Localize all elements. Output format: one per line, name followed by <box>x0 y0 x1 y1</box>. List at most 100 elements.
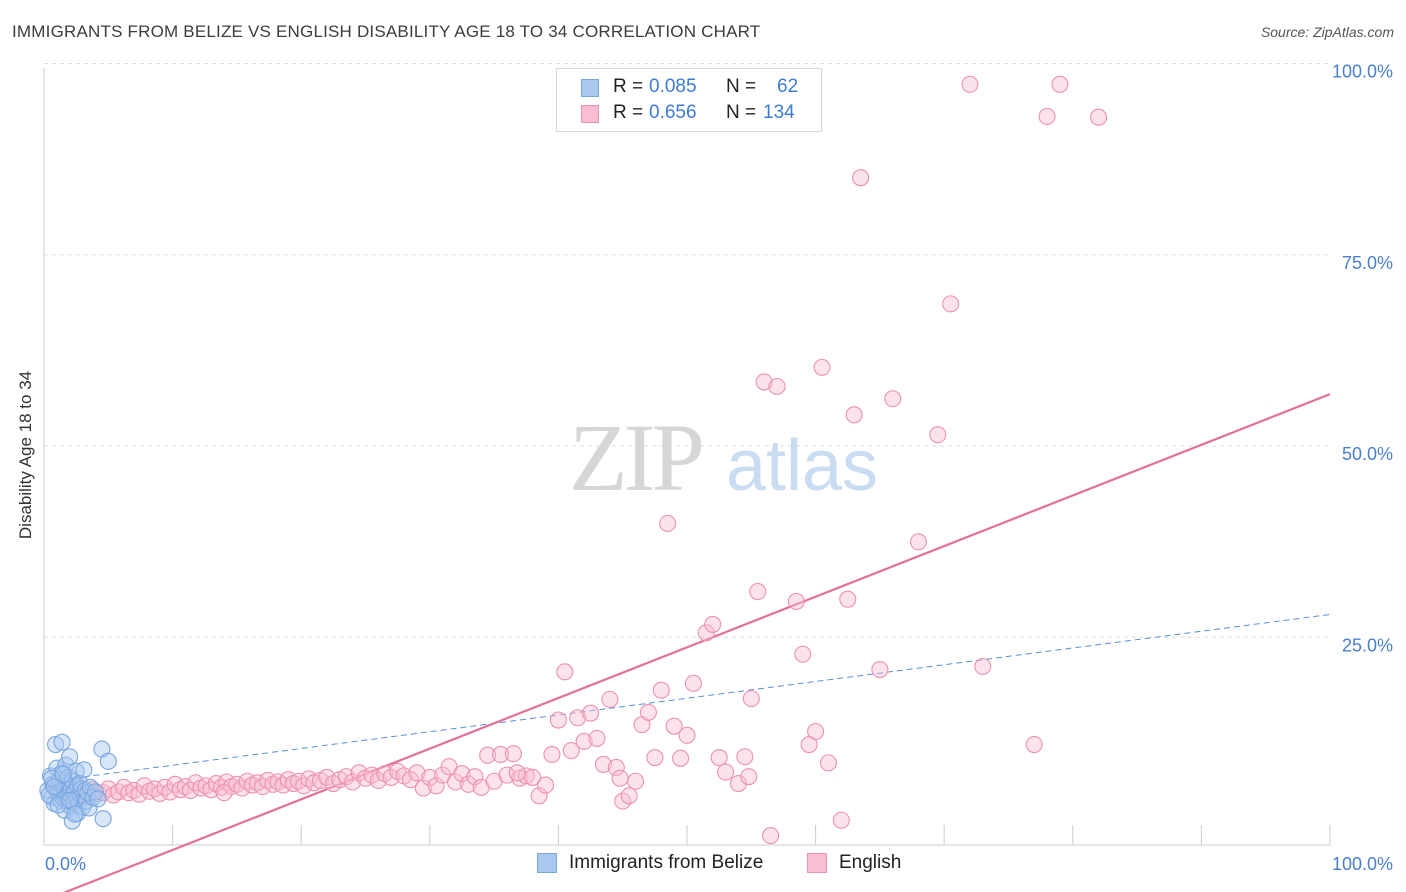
point-english <box>581 704 600 722</box>
point-english <box>884 390 902 408</box>
point-english <box>1038 107 1056 126</box>
point-english <box>556 663 574 681</box>
point-belize <box>89 790 107 808</box>
point-english <box>369 771 387 790</box>
point-english <box>845 406 863 424</box>
point-english <box>684 674 702 692</box>
point-english <box>446 773 465 791</box>
point-english <box>672 749 690 767</box>
point-english <box>749 582 767 601</box>
point-english <box>697 624 715 642</box>
series-label-belize: Immigrants from Belize <box>569 852 764 873</box>
legend-n-value: 62 <box>777 76 799 97</box>
point-english <box>427 777 445 795</box>
point-english <box>382 768 400 786</box>
point-english <box>295 777 313 795</box>
point-belize <box>75 761 93 779</box>
point-english <box>678 726 696 744</box>
point-english <box>852 169 870 187</box>
point-english <box>704 615 722 633</box>
point-english <box>130 785 148 803</box>
point-english <box>401 771 420 789</box>
point-english <box>504 745 522 763</box>
legend-r-label: R = <box>613 102 644 123</box>
series-swatch-english <box>807 853 827 873</box>
point-english <box>717 763 735 781</box>
point-belize <box>54 765 72 783</box>
point-english <box>652 681 670 699</box>
point-english <box>961 75 979 93</box>
legend-swatch-belize <box>581 79 599 97</box>
point-english <box>1051 75 1069 93</box>
x-tick-label: 100.0% <box>1332 854 1393 874</box>
point-english <box>414 779 432 797</box>
chart-title: IMMIGRANTS FROM BELIZE VS ENGLISH DISABI… <box>12 22 761 41</box>
series-swatch-belize <box>537 853 557 873</box>
point-english <box>974 657 992 676</box>
tick-labels: 25.0% 50.0% 75.0% 100.0% 0.0% 100.0% <box>45 62 1393 875</box>
stats-legend: R = 0.085 N = 62 R = 0.656 N = 134 <box>556 68 822 132</box>
data-points <box>39 75 1108 845</box>
point-english <box>594 755 612 773</box>
point-english <box>665 717 683 735</box>
point-english <box>575 732 593 751</box>
point-english <box>601 690 619 708</box>
point-english <box>787 592 805 611</box>
point-english <box>813 358 831 376</box>
point-english <box>762 827 780 845</box>
point-english <box>491 745 510 764</box>
point-english <box>588 729 606 747</box>
y-tick-label: 50.0% <box>1342 444 1393 464</box>
point-english <box>819 754 838 772</box>
point-english <box>807 722 825 741</box>
point-english <box>562 742 580 760</box>
point-belize <box>53 733 71 751</box>
y-tick-label: 75.0% <box>1342 253 1393 273</box>
legend-n-label: N = <box>726 102 757 123</box>
point-belize <box>94 810 112 828</box>
point-english <box>166 775 184 793</box>
point-belize <box>86 783 104 801</box>
grid-lines <box>44 63 1330 638</box>
trend-lines <box>43 393 1331 892</box>
point-english <box>736 748 754 766</box>
point-english <box>421 768 439 786</box>
legend-n-value: 134 <box>763 102 795 123</box>
point-english <box>549 711 567 729</box>
point-english <box>929 426 947 444</box>
watermark-zip: ZIP <box>569 404 702 511</box>
point-english <box>729 774 747 793</box>
point-english <box>740 768 758 786</box>
point-english <box>466 768 484 786</box>
legend-swatch-english <box>581 105 599 123</box>
trend-line-english <box>62 393 1331 892</box>
point-english <box>646 748 664 767</box>
watermark: ZIP atlas <box>569 404 878 511</box>
point-english <box>909 533 928 551</box>
point-english <box>755 373 773 391</box>
point-belize <box>61 748 79 766</box>
point-english <box>794 645 812 663</box>
point-english <box>508 764 526 782</box>
point-english <box>832 811 850 829</box>
point-english <box>408 764 426 782</box>
x-tick-label: 0.0% <box>45 854 86 874</box>
point-english <box>530 787 548 805</box>
point-english <box>115 778 133 796</box>
point-english <box>639 703 657 721</box>
point-english <box>627 772 645 790</box>
trend-line-belize <box>43 613 1331 783</box>
point-english <box>569 709 587 727</box>
point-english <box>187 774 205 792</box>
point-belize <box>47 735 65 754</box>
legend-r-value: 0.085 <box>649 76 697 97</box>
y-tick-label: 100.0% <box>1332 62 1393 82</box>
point-english <box>218 773 236 791</box>
point-english <box>607 758 625 777</box>
point-english <box>536 776 555 794</box>
source-label: Source: ZipAtlas.com <box>1260 24 1394 40</box>
point-english <box>1089 108 1108 126</box>
legend-r-label: R = <box>613 76 644 97</box>
point-english <box>871 660 889 679</box>
